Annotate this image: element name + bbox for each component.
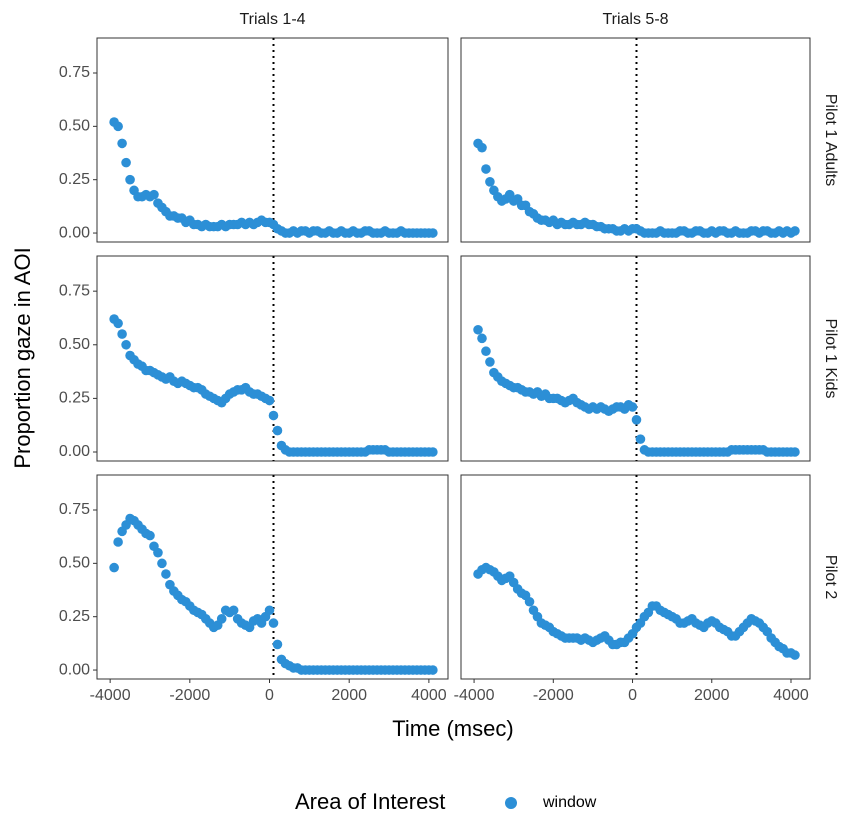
point [268,410,279,421]
point [216,614,227,624]
point [145,530,155,541]
point [627,402,638,412]
point [790,650,800,660]
point [113,318,123,329]
y-tick-label: 0.00 [59,661,90,678]
y-tick-label: 0.75 [59,501,90,518]
point [153,547,163,558]
y-axis-label: Proportion gaze in AOI [10,247,35,468]
x-tick-label: 2000 [331,687,367,704]
point [113,537,123,547]
point [485,177,495,187]
y-tick-label: 0.50 [59,118,90,135]
point [121,339,131,350]
x-tick-label: -2000 [533,687,574,704]
y-tick-label: 0.75 [59,64,90,81]
point [117,138,127,149]
x-tick-label: 0 [265,687,274,704]
point [125,174,135,185]
point [631,415,642,425]
point [790,226,800,236]
point [635,434,646,444]
row-strip-label: Pilot 1 Kids [822,318,839,398]
point [113,121,123,132]
row-strip-label: Pilot 2 [822,555,839,600]
point [264,605,275,616]
point [272,425,283,436]
legend-title: Area of Interest [295,789,445,814]
x-tick-label: 4000 [411,687,447,704]
legend-marker [505,797,517,809]
point [428,447,438,457]
y-tick-label: 0.50 [59,336,90,353]
point [790,447,800,457]
point [117,329,127,339]
point [428,228,438,238]
point [121,157,131,168]
point [428,665,438,675]
point [268,618,279,628]
row-strip-label: Pilot 1 Adults [822,94,839,187]
y-tick-label: 0.00 [59,443,90,460]
point [477,142,487,153]
y-tick-label: 0.50 [59,555,90,572]
x-axis-label: Time (msec) [392,716,513,741]
x-tick-label: -2000 [169,687,210,704]
point [524,596,535,607]
y-tick-label: 0.00 [59,224,90,241]
x-tick-label: -4000 [90,687,131,704]
point [473,324,483,335]
point [477,333,487,344]
point [264,395,275,406]
point [485,357,495,367]
y-tick-label: 0.25 [59,608,90,625]
point [228,605,239,616]
column-strip-label: Trials 1-4 [239,11,305,28]
y-tick-label: 0.25 [59,171,90,188]
point [481,164,491,174]
point [157,558,167,569]
point [161,569,171,579]
x-tick-label: -4000 [454,687,495,704]
point [109,562,119,573]
y-tick-label: 0.25 [59,390,90,407]
legend-label: window [542,794,597,811]
x-tick-label: 4000 [773,687,809,704]
x-tick-label: 2000 [694,687,730,704]
column-strip-label: Trials 5-8 [602,11,668,28]
point [481,346,491,357]
point [272,639,283,650]
y-tick-label: 0.75 [59,282,90,299]
x-tick-label: 0 [628,687,637,704]
point [149,189,159,200]
